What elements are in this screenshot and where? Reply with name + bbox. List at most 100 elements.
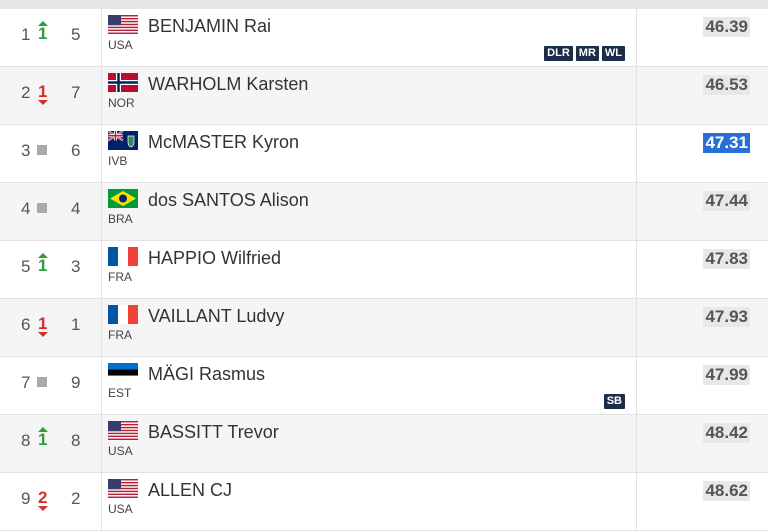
square-icon (37, 377, 47, 387)
arrow-up-icon (38, 21, 48, 26)
record-badges: SB (603, 394, 625, 409)
lane-number: 7 (71, 83, 81, 102)
flag-usa-icon (108, 421, 138, 440)
position-up-indicator: 1 (35, 253, 51, 283)
result-time: 48.42 (703, 423, 750, 443)
column-divider (101, 9, 102, 66)
position-change-value: 1 (38, 24, 48, 43)
athlete-name[interactable]: McMASTER Kyron (148, 132, 300, 152)
column-divider (101, 241, 102, 298)
column-divider (636, 241, 637, 298)
column-divider (636, 9, 637, 66)
position-change-value: 1 (38, 314, 48, 333)
rank: 8 (21, 431, 31, 450)
column-divider (636, 357, 637, 414)
lane-number: 9 (71, 373, 81, 392)
country-code: BRA (108, 212, 133, 226)
column-divider (101, 125, 102, 182)
rank: 6 (21, 315, 31, 334)
column-divider (636, 473, 637, 530)
rank: 2 (21, 83, 31, 102)
column-divider (101, 415, 102, 472)
rank: 5 (21, 257, 31, 276)
country-code: FRA (108, 270, 132, 284)
record-badge: SB (603, 394, 625, 409)
position-same-indicator (35, 195, 51, 225)
flag-fra-icon (108, 305, 138, 324)
position-change-value: 1 (38, 82, 48, 101)
country-code: NOR (108, 96, 135, 110)
position-up-indicator: 1 (35, 427, 51, 457)
rank: 4 (21, 199, 31, 218)
column-divider (101, 299, 102, 356)
table-row[interactable]: 4 4 BRA dos SANTOS Alison 47.44 (0, 183, 768, 241)
table-row[interactable]: 7 9 EST MÄGI Rasmus SB 47.99 (0, 357, 768, 415)
flag-bra-icon (108, 189, 138, 208)
position-change-value: 2 (38, 488, 48, 507)
square-icon (37, 203, 47, 213)
lane-number: 8 (71, 431, 81, 450)
column-divider (636, 299, 637, 356)
lane-number: 4 (71, 199, 81, 218)
country-code: USA (108, 38, 133, 52)
result-time: 48.62 (703, 481, 750, 501)
result-time: 47.83 (703, 249, 750, 269)
athlete-name[interactable]: dos SANTOS Alison (148, 190, 309, 210)
athlete-name[interactable]: BASSITT Trevor (148, 422, 279, 442)
athlete-name[interactable]: WARHOLM Karsten (148, 74, 309, 94)
result-time: 46.39 (703, 17, 750, 37)
athlete-name[interactable]: VAILLANT Ludvy (148, 306, 285, 326)
square-icon (37, 145, 47, 155)
athlete-name[interactable]: ALLEN CJ (148, 480, 233, 500)
column-divider (101, 357, 102, 414)
position-down-indicator: 1 (35, 79, 51, 109)
column-divider (101, 67, 102, 124)
record-badge: DLR (544, 46, 573, 61)
position-down-indicator: 1 (35, 311, 51, 341)
lane-number: 5 (71, 25, 81, 44)
lane-number: 3 (71, 257, 81, 276)
table-row[interactable]: 3 6 IVB McMASTER Kyron 47.31 (0, 125, 768, 183)
athlete-name[interactable]: MÄGI Rasmus (148, 364, 266, 384)
rank: 7 (21, 373, 31, 392)
rank: 1 (21, 25, 31, 44)
column-divider (101, 183, 102, 240)
result-time-highlighted: 47.31 (703, 133, 750, 153)
country-code: IVB (108, 154, 128, 168)
flag-est-icon (108, 363, 138, 382)
flag-fra-icon (108, 247, 138, 266)
flag-nor-icon (108, 73, 138, 92)
result-time: 46.53 (703, 75, 750, 95)
table-top-strip (0, 0, 768, 9)
result-time: 47.99 (703, 365, 750, 385)
arrow-up-icon (38, 253, 48, 258)
column-divider (101, 473, 102, 530)
column-divider (636, 125, 637, 182)
position-change-value: 1 (38, 256, 48, 275)
result-time: 47.44 (703, 191, 750, 211)
position-up-indicator: 1 (35, 21, 51, 51)
country-code: FRA (108, 328, 132, 342)
country-code: USA (108, 502, 133, 516)
athlete-name[interactable]: BENJAMIN Rai (148, 16, 272, 36)
country-code: USA (108, 444, 133, 458)
arrow-down-icon (38, 100, 48, 105)
position-same-indicator (35, 369, 51, 399)
position-same-indicator (35, 137, 51, 167)
rank: 3 (21, 141, 31, 160)
arrow-down-icon (38, 506, 48, 511)
position-down-indicator: 2 (35, 485, 51, 515)
record-badge: MR (575, 46, 599, 61)
flag-ivb-icon (107, 130, 138, 150)
record-badges: DLR MR WL (544, 46, 625, 61)
athlete-name[interactable]: HAPPIO Wilfried (148, 248, 282, 268)
column-divider (636, 67, 637, 124)
arrow-up-icon (38, 427, 48, 432)
